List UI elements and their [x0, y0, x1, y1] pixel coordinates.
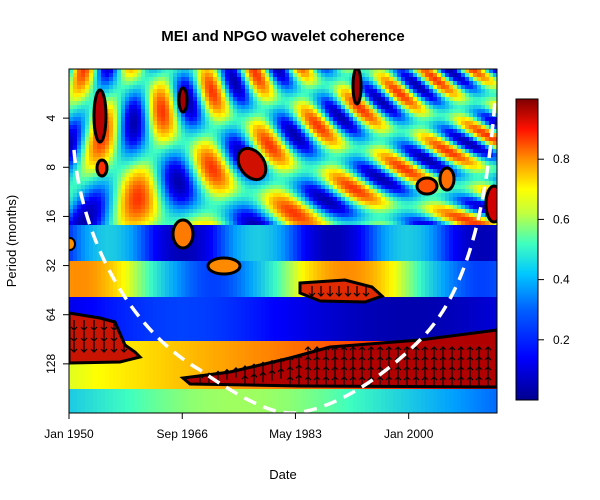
significant-blob [69, 237, 76, 251]
significant-blob [236, 146, 268, 182]
y-tick-label: 4 [44, 114, 58, 121]
colorbar-axis: 0.2 0.4 0.6 0.8 [537, 99, 570, 400]
x-tick-label: Jan 1950 [44, 427, 94, 441]
significant-blob [95, 158, 109, 178]
significant-blob [171, 218, 195, 250]
phase-arrows [70, 286, 492, 387]
y-tick-label: 32 [44, 259, 58, 273]
x-axis: Jan 1950 Sep 1966 May 1983 Jan 2000 [44, 412, 434, 441]
heatmap [69, 69, 497, 413]
colorbar-tick-label: 0.4 [553, 273, 570, 287]
significant-region-mid [298, 278, 385, 304]
x-axis-label: Date [269, 467, 296, 482]
y-tick-label: 64 [44, 308, 58, 322]
y-axis: 4 8 16 32 64 128 [44, 114, 70, 374]
significant-blob [206, 256, 242, 276]
significant-blob [415, 176, 439, 196]
y-tick-label: 8 [44, 164, 58, 171]
y-tick-label: 128 [44, 354, 58, 374]
significant-blob [177, 86, 189, 114]
y-tick-label: 16 [44, 209, 58, 223]
significant-blob [438, 166, 456, 192]
colorbar [515, 98, 539, 401]
chart-title: MEI and NPGO wavelet coherence [161, 28, 404, 45]
colorbar-tick-label: 0.6 [553, 212, 570, 226]
x-tick-label: May 1983 [269, 427, 322, 441]
x-tick-label: Jan 2000 [384, 427, 434, 441]
x-tick-label: Sep 1966 [157, 427, 209, 441]
colorbar-tick-label: 0.2 [553, 333, 570, 347]
y-axis-label: Period (months) [4, 195, 19, 287]
significant-blob [484, 184, 497, 224]
significant-blob [92, 88, 108, 144]
significance-contours [69, 69, 497, 389]
colorbar-tick-label: 0.8 [553, 152, 570, 166]
significant-blob [351, 69, 363, 106]
